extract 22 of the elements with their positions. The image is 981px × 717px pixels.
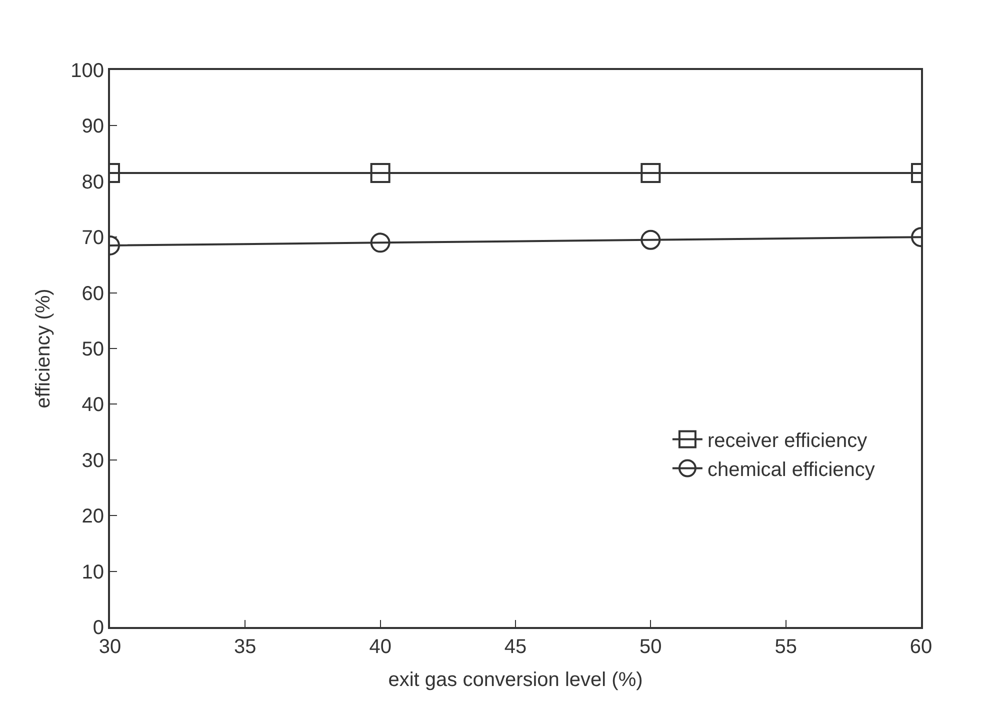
- x-tick-label: 50: [640, 636, 662, 658]
- x-tick-label: 30: [98, 636, 122, 658]
- y-tick-label: 90: [82, 116, 104, 138]
- y-axis-title: efficiency (%): [32, 288, 55, 408]
- x-tick-label: 45: [504, 636, 527, 658]
- y-tick-label: 30: [82, 450, 104, 472]
- y-tick-label: 50: [82, 338, 104, 360]
- y-tick-label: 0: [92, 617, 104, 639]
- legend-label: chemical efficiency: [707, 459, 875, 482]
- x-tick-label: 40: [369, 636, 392, 658]
- legend-label: receiver efficiency: [707, 430, 868, 452]
- y-tick-label: 20: [82, 506, 104, 528]
- x-tick-label: 60: [910, 636, 932, 658]
- x-tick-label: 55: [774, 636, 797, 658]
- y-tick-label: 40: [82, 394, 104, 416]
- y-tick-label: 60: [82, 282, 104, 305]
- y-tick-label: 10: [82, 561, 104, 584]
- x-tick-label: 35: [234, 636, 256, 658]
- y-tick-label: 80: [82, 171, 104, 194]
- x-axis-title: exit gas conversion level (%): [388, 669, 643, 691]
- y-tick-label: 100: [70, 60, 104, 82]
- y-tick-label: 70: [82, 227, 104, 250]
